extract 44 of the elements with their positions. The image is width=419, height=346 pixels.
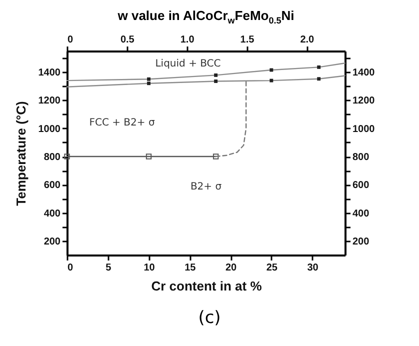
y2-tick-label: 800 [352, 152, 370, 164]
annotation: FCC + B2+ σ [89, 118, 155, 128]
y2-tick-label: 400 [352, 208, 370, 220]
x-tick-label: 10 [144, 262, 156, 274]
x2-tick-label: 0 [68, 34, 74, 46]
x-tick-label: 5 [106, 262, 112, 274]
y-tick-label: 400 [44, 208, 61, 220]
y2-tick-label: 1400 [352, 68, 376, 79]
x-tick-label: 30 [307, 262, 319, 274]
x2-tick-label: 0.5 [120, 34, 135, 46]
x2-tick-label: 1.0 [180, 34, 195, 46]
point [214, 73, 218, 77]
y-tick-label: 200 [44, 236, 61, 248]
line-series [66, 75, 346, 88]
y-tick-label: 600 [44, 180, 61, 192]
y-axis-title: Temperature (°C) [13, 101, 28, 206]
text: (c) [197, 308, 222, 328]
point [214, 80, 218, 83]
y-tick-label: 1200 [38, 96, 61, 107]
point [64, 154, 70, 160]
annotation: B2+ σ [190, 182, 222, 192]
point [147, 77, 150, 81]
x-tick-label: 25 [266, 262, 278, 274]
x2-axis-title: w value in AlCoCr$_{w}$FeMo$_{0.5}$Ni [116, 8, 296, 26]
point [146, 154, 152, 160]
point [270, 78, 274, 82]
y2-tick-label: 200 [352, 236, 370, 248]
annotation: Liquid + BCC [155, 58, 221, 70]
point [317, 77, 321, 81]
x-axis-title: Cr content in at % [151, 278, 262, 294]
x2-tick-label: 1.5 [240, 34, 255, 46]
y-tick-label: 1000 [38, 124, 61, 135]
x-tick-label: 20 [225, 262, 238, 274]
point [212, 154, 219, 160]
y-tick-label: 1400 [38, 68, 61, 79]
y2-tick-label: 1200 [352, 96, 376, 107]
x-tick-label: 15 [184, 262, 196, 274]
x2-tick-label: 2.0 [300, 34, 315, 46]
point [317, 65, 321, 69]
point [147, 82, 150, 86]
y2-tick-label: 600 [352, 180, 370, 192]
y2-tick-label: 1000 [352, 124, 376, 135]
y-tick-label: 800 [44, 152, 61, 164]
x-tick-label: 0 [68, 262, 74, 274]
